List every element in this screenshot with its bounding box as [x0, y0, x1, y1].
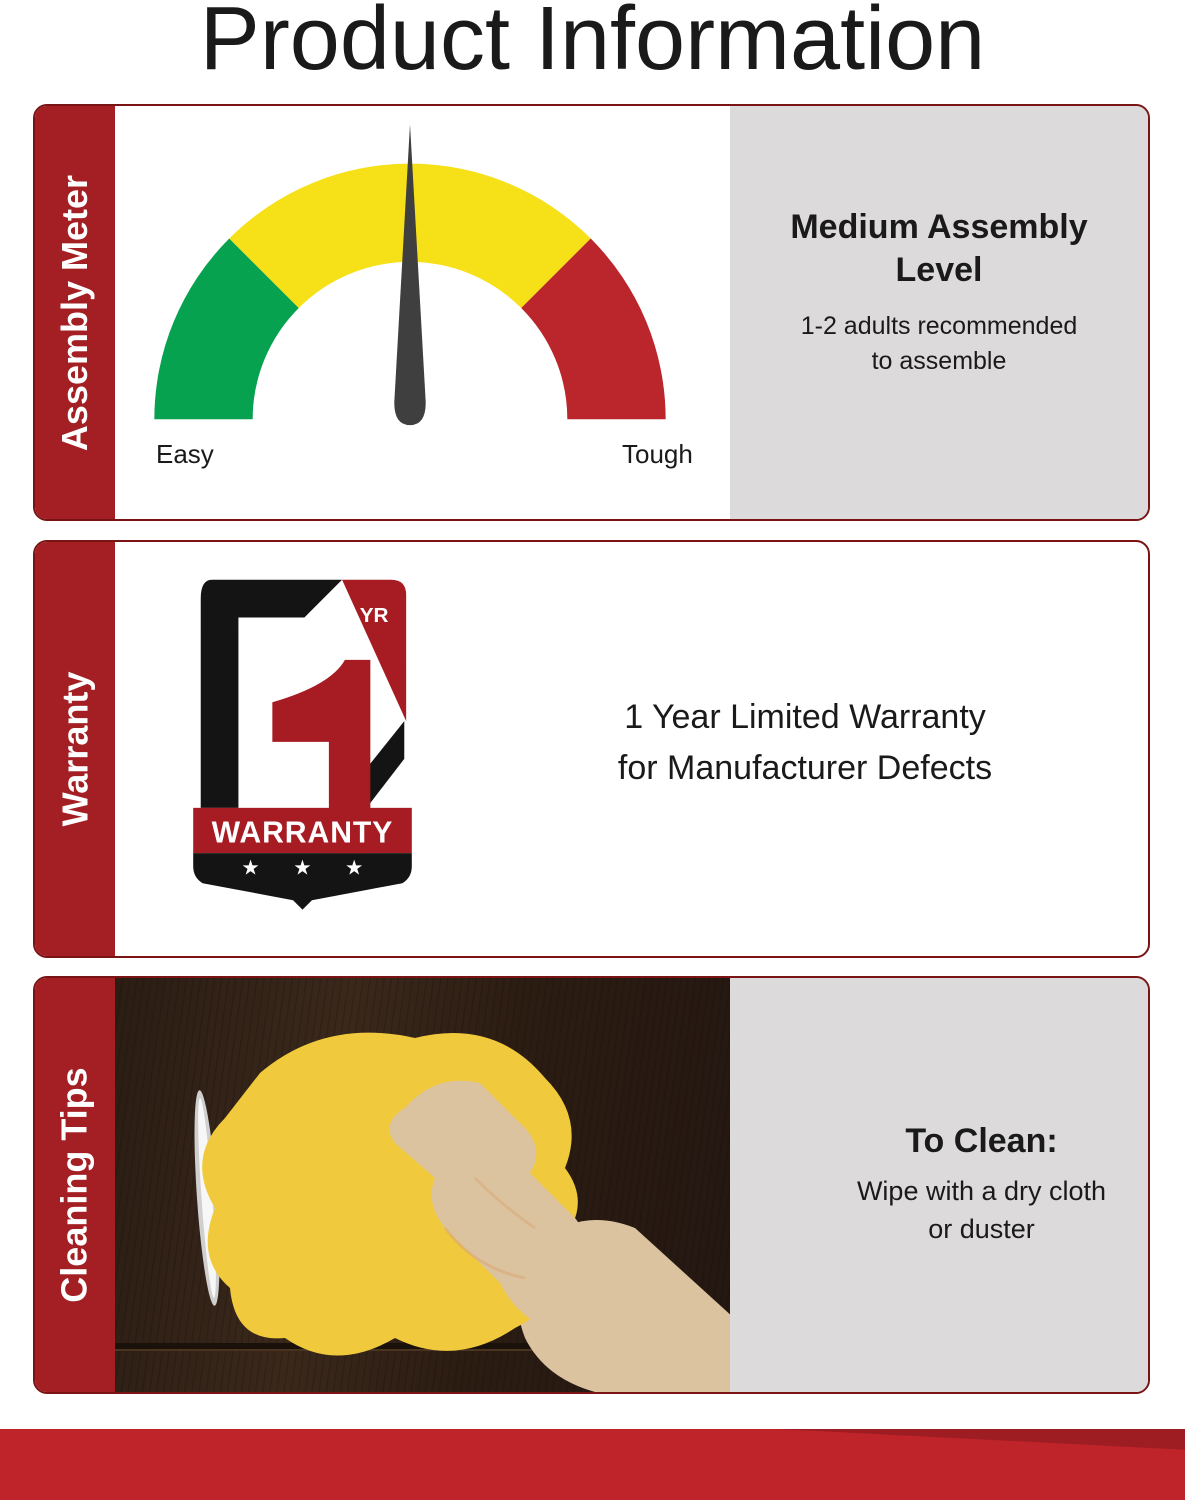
- svg-text:★: ★: [241, 857, 260, 880]
- svg-text:YR: YR: [360, 604, 389, 627]
- svg-text:WARRANTY: WARRANTY: [212, 817, 394, 850]
- svg-text:★: ★: [293, 857, 312, 880]
- svg-text:★: ★: [345, 857, 364, 880]
